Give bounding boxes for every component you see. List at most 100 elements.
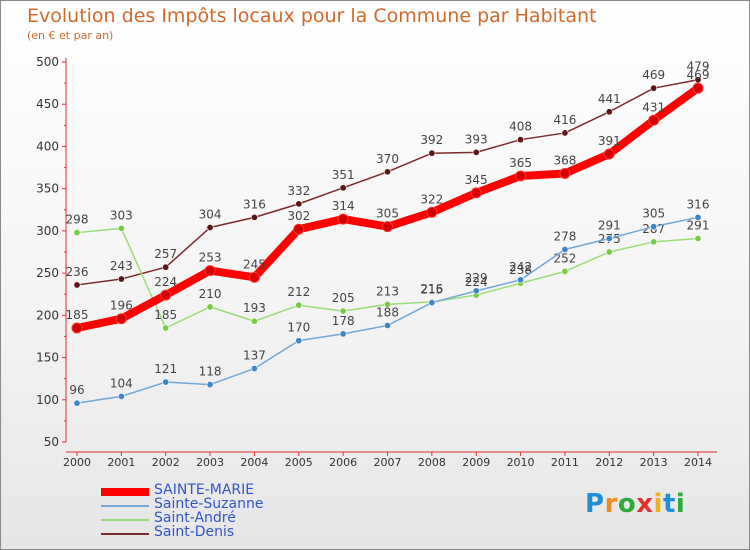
data-point (250, 317, 258, 325)
data-point (71, 322, 83, 334)
legend-swatch (101, 533, 149, 535)
y-tick-label: 250 (36, 266, 59, 280)
y-tick-label: 500 (36, 55, 59, 69)
legend-label: SAINTE-MARIE (154, 482, 255, 498)
data-point (250, 365, 258, 373)
data-point (73, 399, 81, 407)
data-label: 304 (199, 208, 222, 222)
data-point (206, 381, 214, 389)
data-point (428, 299, 436, 307)
data-label: 302 (287, 209, 310, 223)
data-label: 316 (243, 197, 266, 211)
data-point (339, 330, 347, 338)
data-point (561, 267, 569, 275)
data-point (206, 303, 214, 311)
y-tick-label: 400 (36, 139, 59, 153)
logo-letter: o (617, 489, 637, 519)
data-point (382, 221, 393, 233)
y-tick-label: 150 (36, 351, 59, 365)
data-point (472, 287, 480, 295)
data-label: 408 (509, 120, 532, 134)
data-point (561, 245, 569, 253)
data-point (73, 229, 81, 237)
y-tick-label: 100 (36, 393, 59, 407)
data-point (470, 187, 482, 199)
data-label: 224 (465, 275, 488, 289)
data-point (339, 307, 347, 315)
chart-subtitle: (en € et par an) (27, 29, 114, 42)
data-point (250, 213, 258, 221)
legend-item: Sainte-Suzanne (101, 496, 341, 513)
chart-title: Evolution des Impôts locaux pour la Comm… (27, 5, 597, 27)
data-label: 242 (509, 260, 532, 274)
data-point (605, 248, 613, 256)
data-label: 393 (465, 132, 488, 146)
logo-letter: t (662, 489, 676, 519)
data-label: 210 (199, 287, 222, 301)
data-point (337, 213, 349, 225)
data-point (517, 136, 525, 144)
data-label: 305 (376, 207, 399, 221)
data-label: 121 (154, 362, 177, 376)
data-label: 305 (642, 207, 665, 221)
data-point (428, 149, 436, 157)
x-tick-label: 2005 (285, 456, 313, 469)
data-label: 392 (420, 133, 443, 147)
data-label: 245 (243, 257, 266, 271)
legend-label: Sainte-Suzanne (154, 496, 264, 512)
data-label: 278 (553, 229, 576, 243)
data-label: 370 (376, 152, 399, 166)
x-tick-label: 2010 (507, 456, 535, 469)
data-label: 137 (243, 349, 266, 363)
data-label: 291 (687, 218, 710, 232)
data-label: 96 (69, 383, 84, 397)
data-point (339, 184, 347, 192)
data-point (561, 129, 569, 137)
x-tick-label: 2012 (595, 456, 623, 469)
data-label: 193 (243, 301, 266, 315)
data-point (162, 263, 170, 271)
data-point (117, 392, 125, 400)
x-tick-label: 2011 (551, 456, 579, 469)
data-label: 213 (376, 284, 399, 298)
data-label: 205 (332, 291, 355, 305)
data-label: 316 (687, 197, 710, 211)
data-point (204, 265, 216, 277)
data-point (648, 114, 660, 126)
proxiti-logo: Proxiti (585, 489, 685, 519)
legend-item: Saint-Denis (101, 524, 341, 541)
data-point (115, 313, 127, 325)
data-point (295, 200, 303, 208)
x-tick-label: 2009 (462, 456, 490, 469)
legend-item: SAINTE-MARIE (101, 482, 341, 499)
data-point (692, 82, 704, 94)
data-point (426, 206, 438, 218)
data-label: 188 (376, 305, 399, 319)
data-point (117, 275, 125, 283)
legend-label: Saint-André (154, 510, 236, 526)
data-label: 224 (154, 275, 177, 289)
data-point (472, 148, 480, 156)
data-label: 351 (332, 168, 355, 182)
data-label: 257 (154, 247, 177, 261)
data-point (605, 234, 613, 242)
data-label: 229 (465, 271, 488, 285)
x-tick-label: 2014 (684, 456, 712, 469)
x-tick-label: 2013 (640, 456, 668, 469)
data-point (383, 321, 391, 329)
data-label: 332 (287, 184, 310, 198)
x-tick-label: 2002 (152, 456, 180, 469)
y-tick-label: 300 (36, 224, 59, 238)
data-label: 322 (420, 192, 443, 206)
x-tick-label: 2004 (240, 456, 268, 469)
data-point (295, 301, 303, 309)
data-point (295, 337, 303, 345)
legend-swatch (101, 519, 149, 521)
data-label: 416 (553, 113, 576, 127)
legend-swatch (101, 488, 149, 496)
data-label: 298 (66, 213, 89, 227)
data-label: 469 (642, 68, 665, 82)
logo-letter: x (636, 489, 654, 519)
